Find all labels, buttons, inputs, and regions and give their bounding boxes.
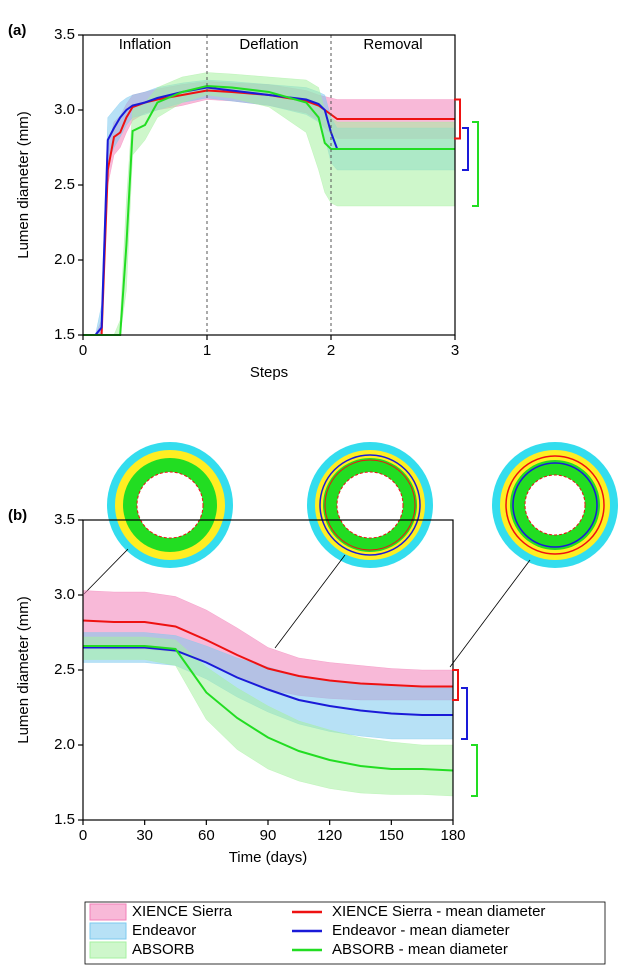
- legend-label: ABSORB: [132, 941, 195, 958]
- legend-swatch: [89, 903, 127, 921]
- x-tick-label: 2: [327, 342, 335, 359]
- range-bracket: [462, 127, 469, 171]
- y-tick-label: 1.5: [54, 326, 75, 343]
- y-tick-label: 3.5: [54, 511, 75, 528]
- y-tick-label: 3.0: [54, 101, 75, 118]
- x-tick-label: 30: [136, 827, 153, 844]
- legend-label: XIENCE Sierra: [132, 903, 233, 920]
- legend-swatch: [89, 941, 127, 959]
- legend-label: Endeavor - mean diameter: [332, 922, 510, 939]
- x-axis-title: Steps: [250, 364, 288, 381]
- range-bracket: [471, 744, 478, 797]
- x-tick-label: 150: [379, 827, 404, 844]
- y-tick-label: 2.5: [54, 661, 75, 678]
- x-tick-label: 60: [198, 827, 215, 844]
- x-tick-label: 1: [203, 342, 211, 359]
- legend-label: XIENCE Sierra - mean diameter: [332, 903, 545, 920]
- x-tick-label: 3: [451, 342, 459, 359]
- range-bracket: [454, 98, 461, 140]
- x-tick-label: 180: [440, 827, 465, 844]
- y-tick-label: 2.0: [54, 251, 75, 268]
- y-tick-label: 2.0: [54, 736, 75, 753]
- legend-swatch: [89, 922, 127, 940]
- y-axis-title: Lumen diameter (mm): [15, 596, 32, 744]
- stent-rings: [83, 442, 618, 668]
- x-tick-label: 90: [260, 827, 277, 844]
- x-tick-label: 0: [79, 342, 87, 359]
- y-axis-title: Lumen diameter (mm): [15, 111, 32, 259]
- x-axis-title: Time (days): [229, 849, 308, 866]
- x-tick-label: 120: [317, 827, 342, 844]
- panel-label: (a): [8, 22, 26, 39]
- y-tick-label: 3.5: [54, 26, 75, 43]
- legend-label: Endeavor: [132, 922, 196, 939]
- panel-label: (b): [8, 507, 27, 524]
- range-bracket: [461, 687, 468, 740]
- y-tick-label: 2.5: [54, 176, 75, 193]
- mean-line: [83, 89, 455, 336]
- phase-label: Deflation: [239, 36, 298, 53]
- legend-box: [84, 901, 606, 965]
- mean-line: [83, 645, 454, 772]
- range-bracket: [452, 669, 459, 701]
- x-tick-label: 0: [79, 827, 87, 844]
- phase-label: Inflation: [119, 36, 172, 53]
- legend-label: ABSORB - mean diameter: [332, 941, 508, 958]
- y-tick-label: 1.5: [54, 811, 75, 828]
- y-tick-label: 3.0: [54, 586, 75, 603]
- mean-line: [82, 619, 453, 688]
- range-bracket: [472, 121, 479, 207]
- phase-label: Removal: [363, 36, 422, 53]
- legend: XIENCE Sierra Endeavor ABSORB XIENCE Sierra…: [84, 901, 606, 965]
- mean-line: [83, 646, 453, 716]
- plot: [83, 35, 456, 336]
- plot: [82, 590, 454, 797]
